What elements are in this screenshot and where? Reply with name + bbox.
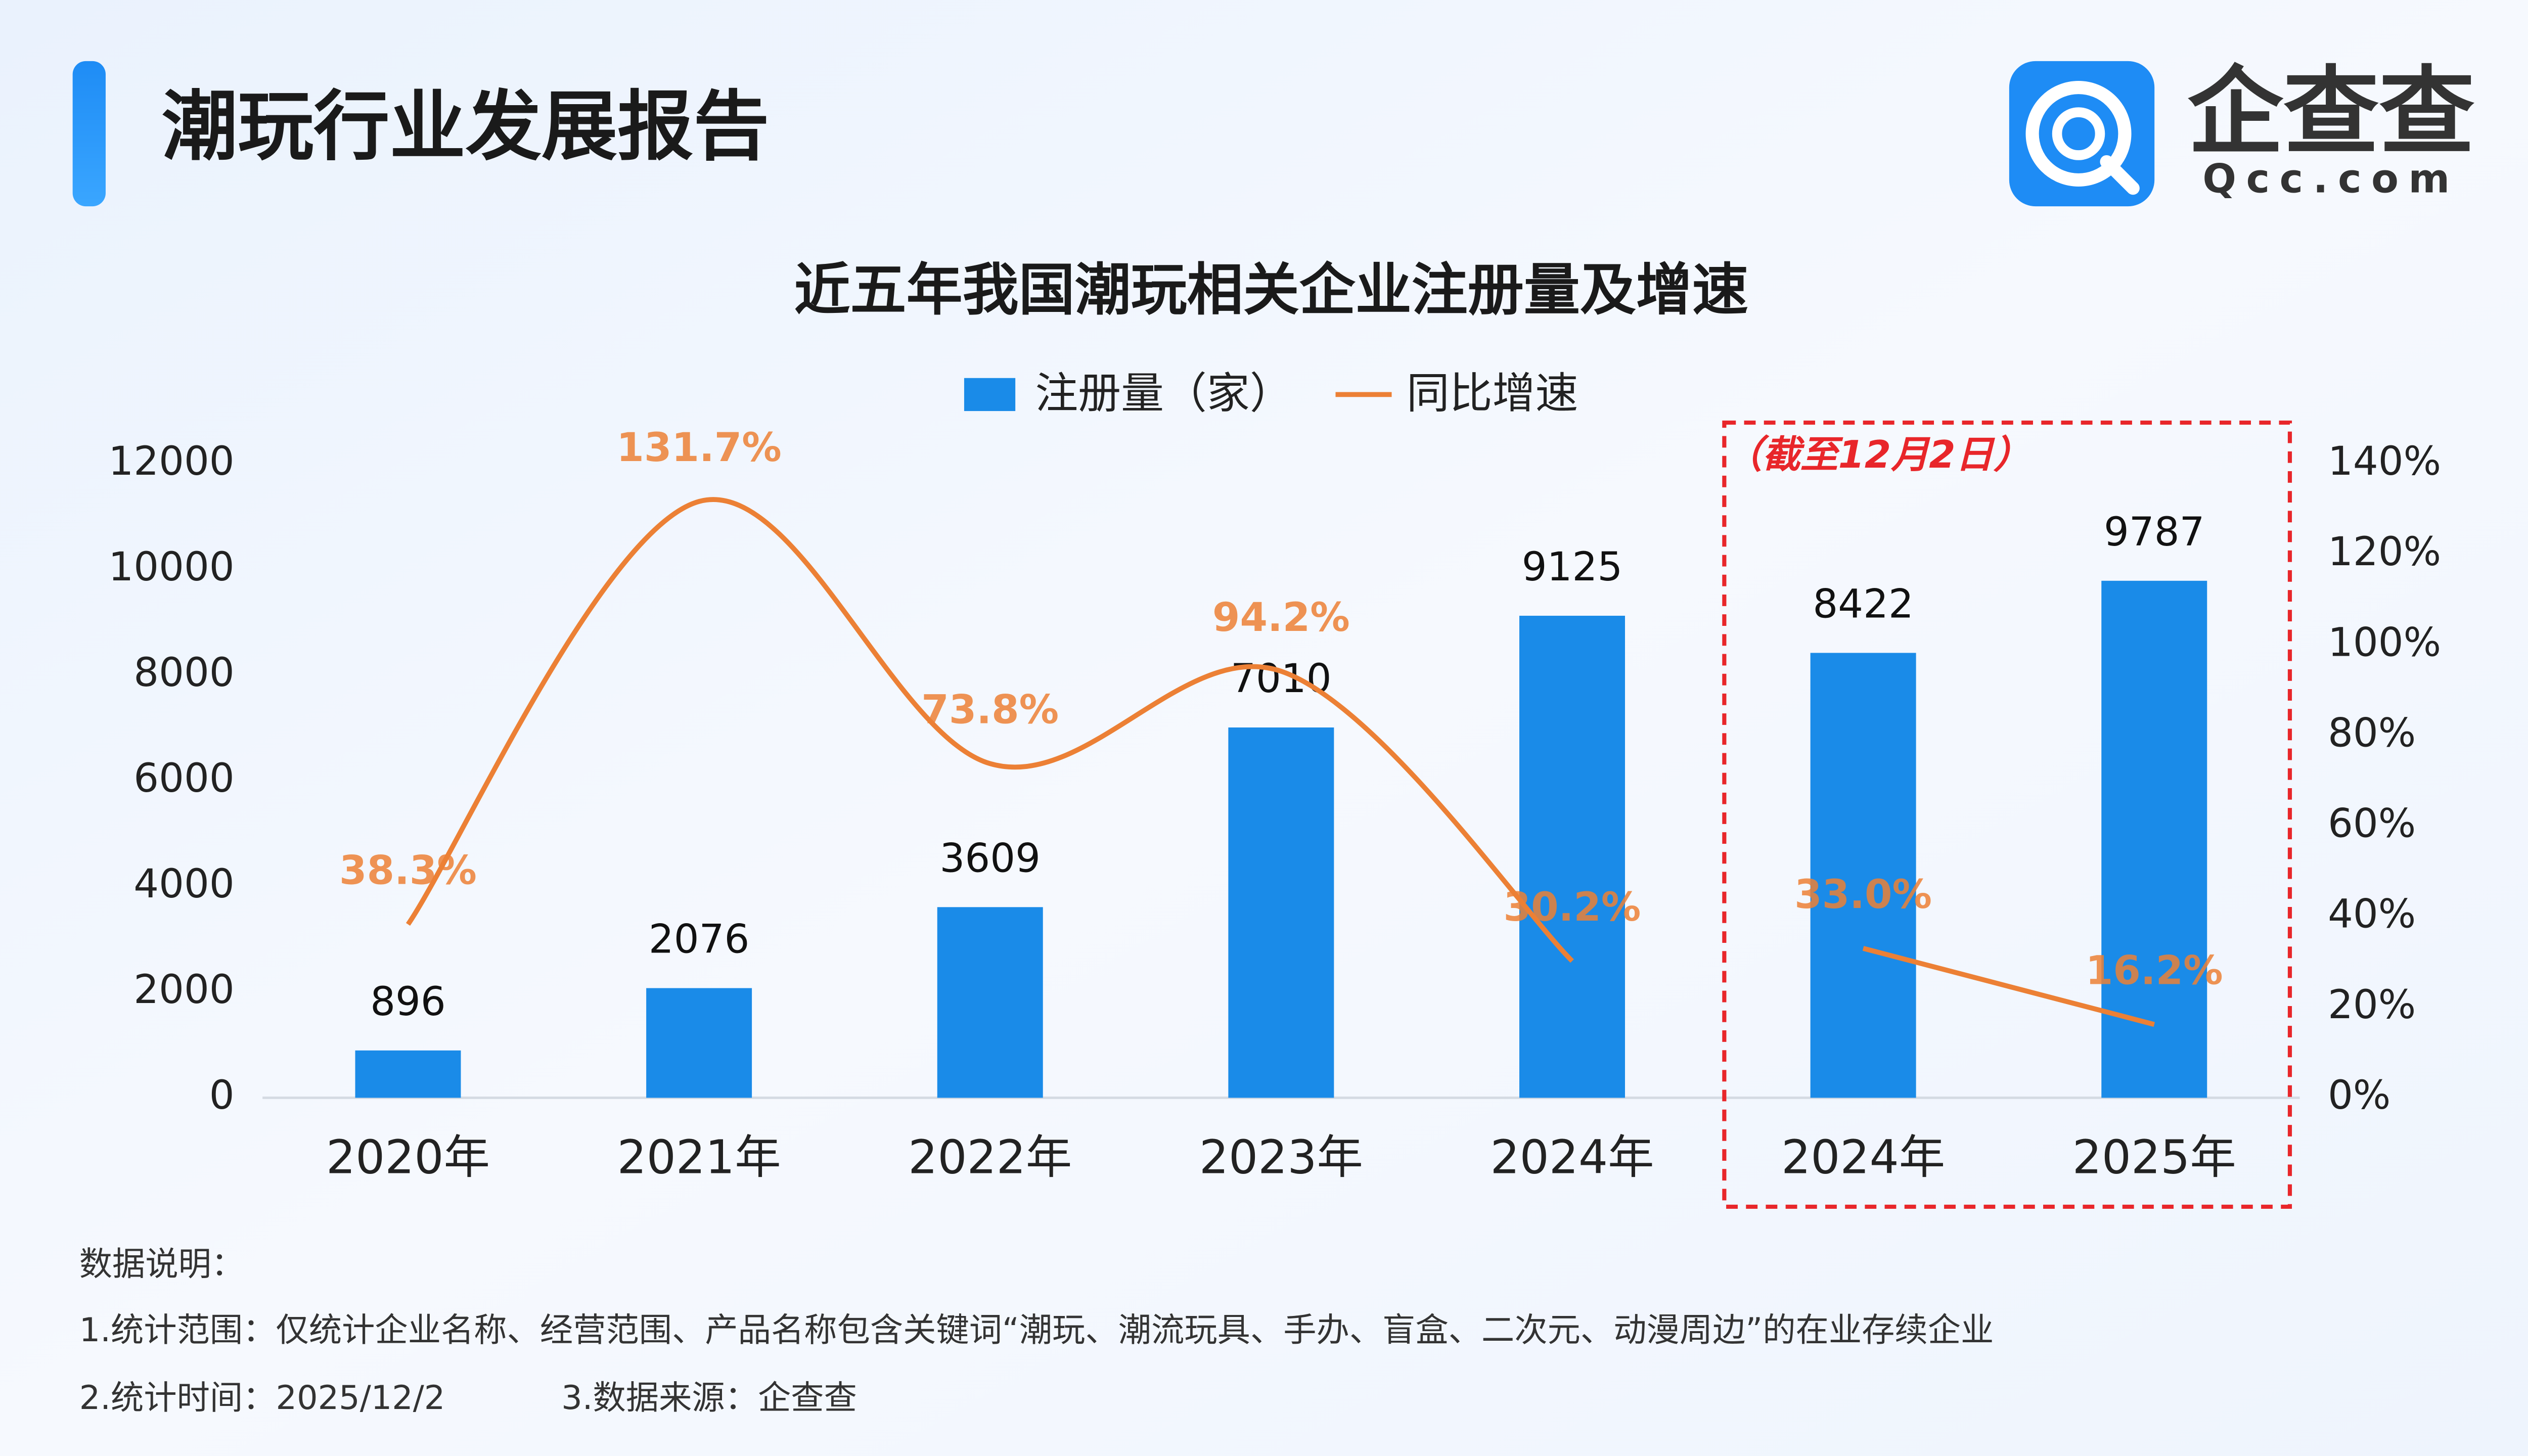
x-tick-label: 2021年 (617, 1130, 781, 1184)
legend-swatch (964, 378, 1016, 412)
legend-label: 注册量（家） (1035, 369, 1292, 419)
logo-tail (2100, 155, 2140, 195)
notes-heading: 数据说明： (79, 1245, 244, 1284)
y-tick-label: 10000 (108, 544, 234, 590)
line-value-label: 73.8% (921, 687, 1059, 733)
bar-value-label: 3609 (940, 835, 1041, 881)
y-tick-label: 6000 (133, 755, 234, 801)
growth-line (405, 497, 1574, 963)
x-tick-label: 2022年 (908, 1130, 1072, 1184)
bar (646, 988, 752, 1098)
line-value-label: 30.2% (1504, 884, 1641, 930)
highlight-box (1722, 420, 2292, 1209)
bar (2101, 580, 2207, 1098)
x-tick-label: 2024年 (1490, 1130, 1654, 1184)
y2-tick-label: 20% (2328, 982, 2416, 1028)
bar (355, 1050, 461, 1098)
y2-tick-label: 60% (2328, 801, 2416, 847)
y2-tick-label: 100% (2328, 619, 2441, 665)
notes-scope: 1.统计范围：仅统计企业名称、经营范围、产品名称包含关键词“潮玩、潮流玩具、手办… (79, 1311, 1994, 1349)
bar (1519, 615, 1625, 1098)
notes-source: 3.数据来源：企查查 (561, 1379, 857, 1417)
y-tick-label: 2000 (133, 967, 234, 1013)
bar-value-label: 2076 (649, 917, 749, 963)
bar-value-label: 7010 (1231, 656, 1331, 702)
bar-value-label: 9125 (1522, 544, 1622, 590)
y-tick-label: 0 (209, 1072, 235, 1118)
legend-label: 同比增速 (1407, 369, 1578, 419)
logo-inner (2052, 107, 2105, 160)
line-value-label: 16.2% (2086, 948, 2223, 994)
bar-value-label: 9787 (2104, 509, 2204, 555)
bar (937, 907, 1043, 1098)
page-title: 潮玩行业发展报告 (162, 83, 769, 171)
y-tick-label: 8000 (133, 650, 234, 696)
y2-tick-label: 0% (2328, 1072, 2390, 1118)
line-value-label: 131.7% (616, 425, 781, 471)
logo-name: 企查查 (2188, 56, 2475, 168)
bar-value-label: 896 (370, 979, 446, 1025)
y2-tick-label: 80% (2328, 710, 2416, 756)
line-value-label: 33.0% (1794, 872, 1932, 918)
growth-line (1862, 946, 2155, 1027)
x-tick-label: 2024年 (1781, 1130, 1945, 1184)
highlight-annotation: （截至12月2日） (1724, 432, 2031, 477)
bar (1228, 727, 1334, 1098)
x-tick-label: 2025年 (2072, 1130, 2236, 1184)
bar (1810, 653, 1916, 1098)
line-value-label: 94.2% (1212, 595, 1350, 641)
notes-time: 2.统计时间：2025/12/2 (79, 1379, 445, 1417)
y2-tick-label: 40% (2328, 891, 2416, 937)
bar-value-label: 8422 (1813, 581, 1913, 627)
title-accent (72, 61, 106, 207)
chart-title: 近五年我国潮玩相关企业注册量及增速 (794, 257, 1748, 323)
line-value-label: 38.3% (339, 848, 477, 894)
y-tick-label: 12000 (108, 438, 234, 484)
logo-domain: Qcc.com (2202, 156, 2459, 202)
x-tick-label: 2020年 (326, 1130, 490, 1184)
y2-tick-label: 140% (2328, 438, 2441, 484)
x-tick-label: 2023年 (1199, 1130, 1363, 1184)
y2-tick-label: 120% (2328, 529, 2441, 575)
y-tick-label: 4000 (133, 861, 234, 907)
logo-ring (2025, 81, 2132, 187)
logo: 企查查 Qcc.com (2009, 56, 2475, 207)
